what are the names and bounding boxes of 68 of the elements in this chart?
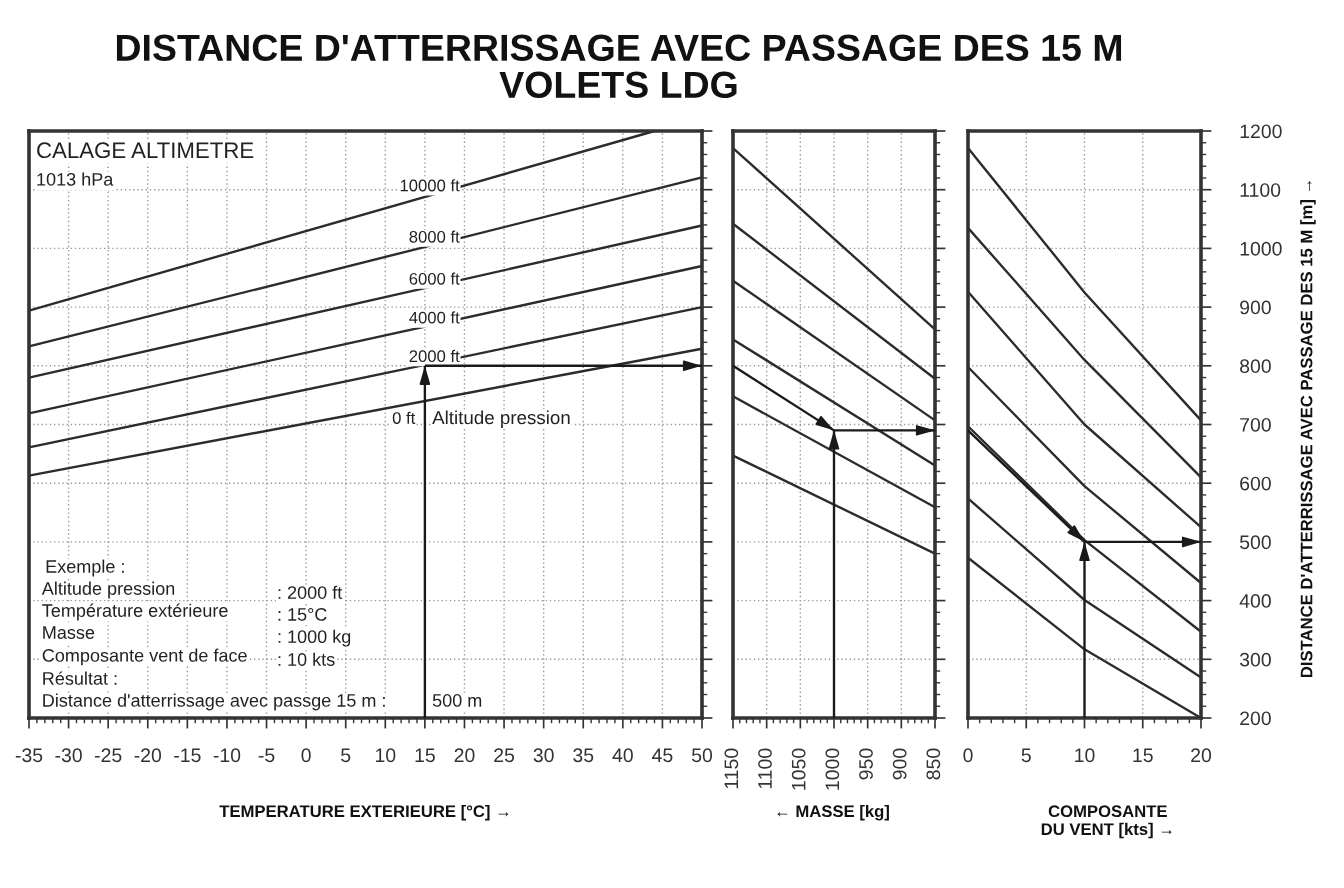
x-tick-label: 900	[892, 748, 907, 780]
annotation: : 1000 kg	[278, 629, 351, 647]
x-tick-label: 30	[533, 748, 554, 763]
annotation: : 2000 ft	[278, 585, 343, 599]
x-tick-label: 45	[652, 748, 673, 763]
annotation: 500 m	[432, 694, 482, 707]
annotation: : 10 kts	[278, 652, 335, 666]
y-tick-label: 400	[1239, 594, 1271, 608]
y-tick-label: 900	[1240, 300, 1271, 315]
x-axis-title: TEMPERATURE EXTERIEURE [°C] →	[219, 804, 509, 821]
x-tick-label: 10	[375, 748, 396, 763]
annotation: 1013 hPa	[37, 172, 114, 186]
x-tick-label: 5	[341, 748, 351, 763]
x-tick-label: 40	[612, 748, 633, 763]
annotation: : 15°C	[278, 608, 327, 621]
series-label: 0 ft	[392, 411, 416, 424]
x-tick-label: 10	[1075, 748, 1095, 763]
x-axis-title: COMPOSANTE DU VENT [kts] →	[1041, 805, 1172, 839]
annotation: Résultat :	[43, 671, 117, 685]
y-tick-label: 500	[1239, 535, 1271, 550]
x-tick-label: 1000	[825, 748, 840, 790]
annotation: Altitude pression	[432, 410, 570, 428]
x-tick-label: -30	[55, 748, 82, 763]
annotation: CALAGE ALTIMETRE	[37, 142, 254, 159]
x-tick-label: 0	[963, 748, 973, 763]
series-label: 2000 ft	[409, 349, 460, 363]
y-tick-label: 200	[1240, 711, 1271, 726]
x-tick-label: 950	[859, 748, 873, 780]
annotation: Masse	[43, 626, 95, 639]
annotation: Composante vent de face	[42, 648, 247, 666]
x-tick-label: -10	[213, 748, 241, 763]
x-tick-label: -35	[15, 748, 43, 763]
x-tick-label: -15	[174, 748, 201, 763]
x-tick-label: 0	[301, 748, 311, 763]
annotation: Température extérieure	[42, 603, 228, 621]
y-tick-label: 800	[1240, 359, 1271, 374]
y-tick-label: 1100	[1240, 183, 1281, 197]
series-label: 10000 ft	[400, 179, 460, 192]
x-tick-label: 850	[926, 748, 941, 780]
x-tick-label: -25	[94, 748, 122, 763]
y-tick-label: 300	[1239, 652, 1271, 667]
chart-subtitle: VOLETS LDG	[499, 71, 737, 99]
x-tick-label: -5	[258, 748, 275, 763]
y-axis-title: DISTANCE D'ATTERRISSAGE AVEC PASSAGE DES 15 M [m] →	[1300, 181, 1316, 678]
annotation: Altitude pression	[41, 581, 175, 599]
annotation: Exemple :	[46, 559, 124, 577]
y-tick-label: 1200	[1240, 124, 1282, 139]
x-tick-label: 15	[1133, 748, 1153, 763]
y-tick-label: 700	[1240, 417, 1271, 432]
annotation: Distance d'atterrissage avec passge 15 m :	[43, 693, 385, 711]
x-tick-label: -20	[134, 748, 162, 763]
series-label: 8000 ft	[409, 230, 460, 243]
x-tick-label: 1100	[758, 748, 772, 789]
x-tick-label: 5	[1021, 748, 1031, 763]
chart-title: DISTANCE D'ATTERRISSAGE AVEC PASSAGE DES 15 M	[116, 34, 1122, 62]
series-label: 6000 ft	[409, 272, 460, 285]
x-tick-label: 35	[573, 748, 594, 763]
x-tick-label: 1150	[724, 748, 739, 789]
x-tick-label: 15	[415, 748, 435, 763]
x-axis-title: ← MASSE [kg]	[777, 804, 889, 821]
x-tick-label: 1050	[791, 748, 806, 790]
x-tick-label: 20	[454, 748, 475, 763]
y-tick-label: 600	[1240, 476, 1271, 491]
x-tick-label: 50	[691, 748, 713, 763]
series-label: 4000 ft	[409, 311, 460, 324]
y-tick-label: 1000	[1240, 241, 1282, 256]
x-tick-label: 25	[494, 748, 515, 763]
x-tick-label: 20	[1191, 748, 1212, 763]
